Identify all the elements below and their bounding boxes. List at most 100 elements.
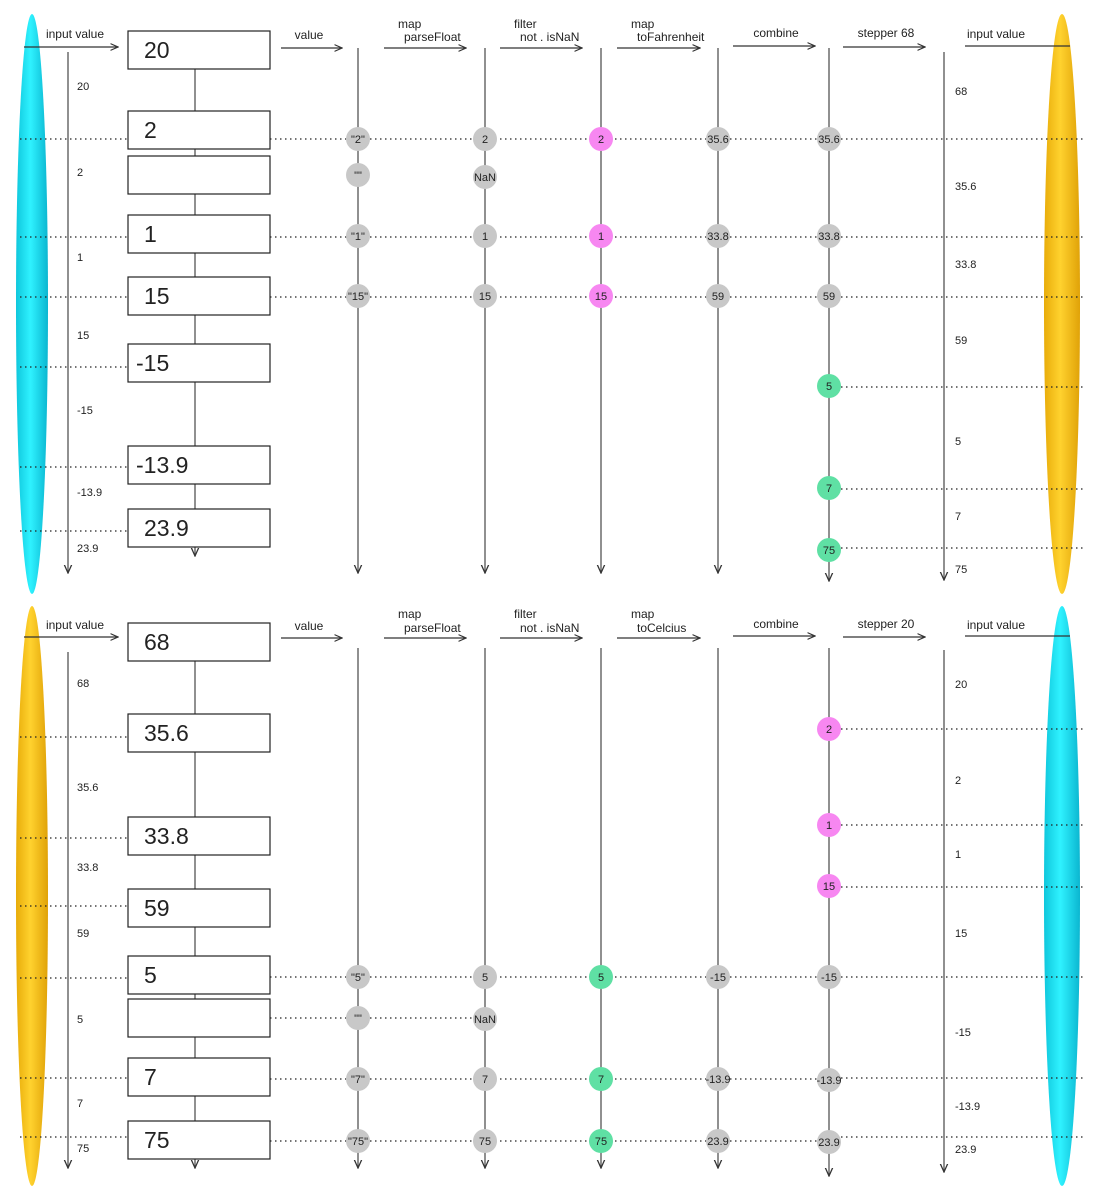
input-box-value: 68 — [144, 629, 170, 655]
input-box: 2 — [127, 110, 271, 150]
node-label: "7" — [351, 1074, 365, 1086]
node-label: 7 — [826, 483, 832, 495]
node-circle — [817, 813, 841, 837]
header-map: map — [398, 17, 422, 31]
node-label: 15 — [823, 881, 835, 893]
input-box-frame — [127, 276, 271, 316]
input-box: 33.8 — [127, 816, 271, 856]
node-label: -15 — [710, 972, 726, 984]
input-box: 23.9 — [127, 508, 271, 548]
filter-node: 5 — [589, 965, 613, 989]
node-circle — [589, 127, 613, 151]
node-circle — [473, 1129, 497, 1153]
input-box-value: 5 — [144, 962, 157, 988]
input-box-value: 23.9 — [144, 515, 189, 541]
left-label: -13.9 — [77, 487, 102, 499]
left-label: 75 — [77, 1143, 89, 1155]
header-filter: filter — [514, 607, 537, 621]
right-label: 1 — [955, 849, 961, 861]
input-box-value: 35.6 — [144, 720, 189, 746]
left-label: 35.6 — [77, 782, 98, 794]
node-label: 7 — [482, 1074, 488, 1086]
node-circle — [817, 1068, 841, 1092]
node-label: 1 — [482, 231, 488, 243]
node-label: 15 — [479, 291, 491, 303]
filter-node: 75 — [589, 1129, 613, 1153]
header-input-value: input value — [46, 618, 104, 632]
header-combine: combine — [753, 617, 799, 631]
left-label: 68 — [77, 678, 89, 690]
node-label: -15 — [821, 972, 837, 984]
node-label: 2 — [598, 134, 604, 146]
input-box-value: 7 — [144, 1064, 157, 1090]
node-label: 1 — [826, 820, 832, 832]
right-label: 68 — [955, 86, 967, 98]
combine-node: 23.9 — [817, 1130, 841, 1154]
value-node: "5" — [346, 965, 370, 989]
input-box-frame — [127, 622, 271, 662]
left-label: 20 — [77, 81, 89, 93]
node-circle — [473, 1007, 497, 1031]
parse-node: NaN — [473, 1007, 497, 1031]
input-box-frame — [127, 343, 271, 383]
node-circle — [817, 374, 841, 398]
header-value: value — [295, 619, 324, 633]
node-label: NaN — [474, 172, 496, 184]
parse-node: 75 — [473, 1129, 497, 1153]
combine-node: 2 — [817, 717, 841, 741]
left-label: 15 — [77, 330, 89, 342]
node-label: "1" — [351, 231, 365, 243]
convert-node: 59 — [706, 284, 730, 308]
node-label: "15" — [348, 291, 368, 303]
right-label: 59 — [955, 335, 967, 347]
right-label: -15 — [955, 1027, 971, 1039]
node-label: 35.6 — [707, 134, 728, 146]
input-box-value: 15 — [144, 283, 170, 309]
input-box-value: -13.9 — [136, 452, 188, 478]
header-not-isnan: not . isNaN — [520, 30, 579, 44]
left-label: 1 — [77, 252, 83, 264]
right-label: -13.9 — [955, 1101, 980, 1113]
left-label: 33.8 — [77, 862, 98, 874]
node-circle — [706, 1067, 730, 1091]
node-circle — [706, 284, 730, 308]
node-circle — [817, 127, 841, 151]
node-label: "2" — [351, 134, 365, 146]
header-map-convert: map — [631, 607, 655, 621]
node-circle — [817, 538, 841, 562]
input-box: 35.6 — [127, 713, 271, 753]
input-box-frame — [127, 508, 271, 548]
filter-node: 7 — [589, 1067, 613, 1091]
left-label: -15 — [77, 405, 93, 417]
input-box: 5 — [127, 955, 271, 995]
node-circle — [706, 965, 730, 989]
node-circle — [589, 224, 613, 248]
right-label: 20 — [955, 679, 967, 691]
convert-node: -15 — [706, 965, 730, 989]
value-node: "" — [346, 163, 370, 187]
node-circle — [473, 224, 497, 248]
combine-node: 5 — [817, 374, 841, 398]
node-label: 23.9 — [818, 1137, 839, 1149]
right-label: 7 — [955, 511, 961, 523]
combine-node: 33.8 — [817, 224, 841, 248]
node-circle — [706, 1129, 730, 1153]
node-circle — [817, 965, 841, 989]
header-stepper: stepper 20 — [858, 617, 915, 631]
node-circle — [817, 717, 841, 741]
input-box — [127, 998, 271, 1038]
node-circle — [589, 1129, 613, 1153]
input-box: -15 — [127, 343, 271, 383]
right-label: 2 — [955, 775, 961, 787]
source-ellipse — [16, 606, 48, 1186]
node-circle — [473, 1067, 497, 1091]
node-circle — [473, 284, 497, 308]
node-circle — [473, 965, 497, 989]
combine-node: 7 — [817, 476, 841, 500]
value-node: "2" — [346, 127, 370, 151]
node-label: 5 — [482, 972, 488, 984]
header-combine: combine — [753, 26, 799, 40]
input-box-frame — [127, 998, 271, 1038]
